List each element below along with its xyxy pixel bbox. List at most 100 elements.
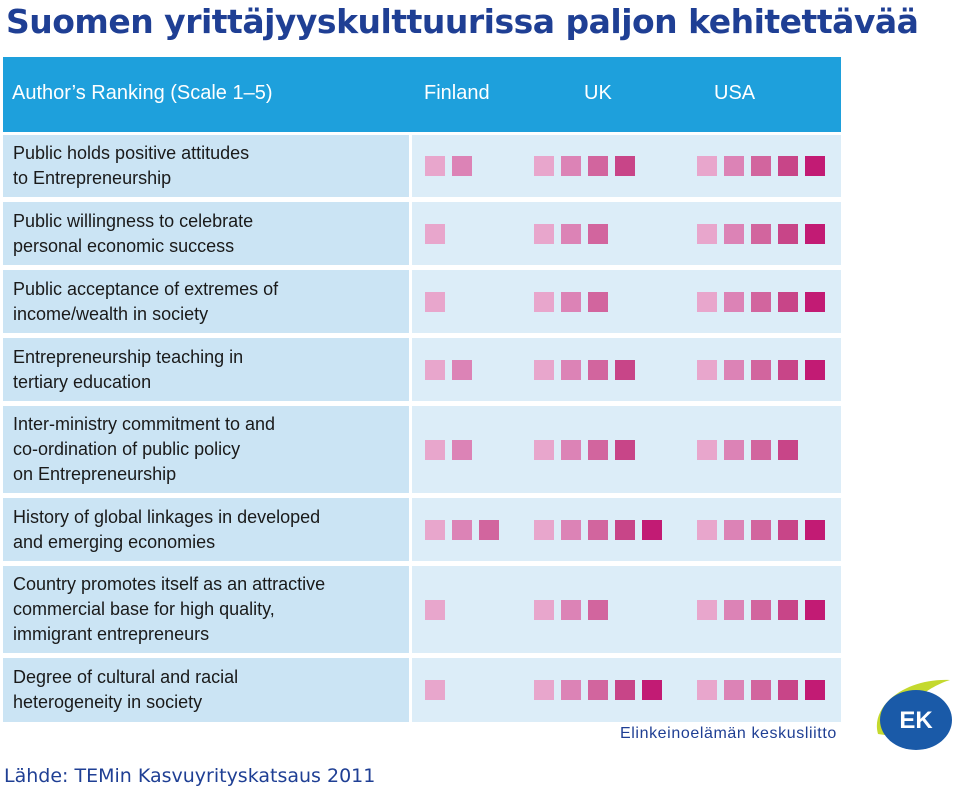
rating-square-finland (425, 292, 445, 312)
row-values-cell (412, 202, 841, 265)
table-row: History of global linkages in developed … (3, 498, 841, 561)
rating-square-finland (425, 600, 445, 620)
header-finland: Finland (424, 82, 490, 104)
row-label: Public willingness to celebrate personal… (13, 210, 254, 256)
rating-square-usa (724, 680, 744, 700)
rating-square-usa (724, 600, 744, 620)
table-row: Inter-ministry commitment to and co-ordi… (3, 406, 841, 493)
rating-square-usa (724, 360, 744, 380)
rating-square-uk (588, 600, 608, 620)
rating-square-uk (534, 292, 554, 312)
rating-square-uk (534, 520, 554, 540)
rating-square-usa (805, 156, 825, 176)
row-label: Inter-ministry commitment to and co-ordi… (13, 414, 276, 484)
rating-square-usa (697, 520, 717, 540)
source-note: Lähde: TEMin Kasvuyrityskatsaus 2011 (4, 765, 376, 787)
row-label: Degree of cultural and racial heterogene… (13, 667, 239, 712)
rating-square-usa (751, 360, 771, 380)
rating-square-usa (751, 600, 771, 620)
row-label: Public holds positive attitudes to Entre… (13, 143, 250, 188)
rating-square-uk (561, 680, 581, 700)
rating-square-usa (751, 680, 771, 700)
rating-square-finland (452, 520, 472, 540)
rating-square-usa (697, 600, 717, 620)
rating-square-usa (697, 360, 717, 380)
rating-square-usa (778, 292, 798, 312)
table-header: Author’s Ranking (Scale 1–5) Finland UK … (3, 57, 841, 132)
rating-square-uk (615, 440, 635, 460)
row-values-cell (412, 566, 841, 653)
rating-square-finland (425, 520, 445, 540)
rating-square-usa (751, 440, 771, 460)
rating-square-usa (697, 680, 717, 700)
rating-square-finland (425, 360, 445, 380)
rating-square-uk (534, 156, 554, 176)
rating-square-finland (452, 440, 472, 460)
row-label: Country promotes itself as an attractive… (13, 574, 326, 644)
rating-square-usa (805, 520, 825, 540)
rating-square-finland (452, 156, 472, 176)
header-uk: UK (584, 82, 612, 104)
row-label: History of global linkages in developed … (13, 506, 321, 552)
rating-square-uk (561, 520, 581, 540)
rating-square-uk (588, 156, 608, 176)
rating-square-uk (642, 520, 662, 540)
row-label-cell: Degree of cultural and racial heterogene… (3, 658, 409, 722)
rating-square-finland (425, 440, 445, 460)
rating-square-uk (588, 520, 608, 540)
row-label-cell: Inter-ministry commitment to and co-ordi… (3, 406, 409, 493)
rating-square-uk (534, 600, 554, 620)
rating-square-uk (534, 440, 554, 460)
header-usa: USA (714, 82, 756, 104)
table-row: Country promotes itself as an attractive… (3, 566, 841, 653)
rating-square-usa (751, 292, 771, 312)
rating-square-uk (561, 360, 581, 380)
rating-square-usa (805, 224, 825, 244)
row-label-cell: History of global linkages in developed … (3, 498, 409, 561)
rating-square-usa (751, 156, 771, 176)
row-label: Public acceptance of extremes of income/… (13, 278, 279, 324)
rating-square-uk (561, 224, 581, 244)
logo-badge-text: EK (899, 707, 933, 734)
rating-square-usa (724, 156, 744, 176)
rating-square-usa (805, 680, 825, 700)
ek-logo-icon: EK (876, 679, 952, 750)
rating-square-usa (697, 292, 717, 312)
rating-square-usa (697, 156, 717, 176)
rating-square-uk (561, 292, 581, 312)
rating-square-uk (561, 440, 581, 460)
rating-square-usa (697, 440, 717, 460)
rating-square-usa (751, 520, 771, 540)
rating-square-uk (534, 224, 554, 244)
rating-square-finland (425, 156, 445, 176)
rating-square-usa (805, 360, 825, 380)
header-label: Author’s Ranking (Scale 1–5) (12, 82, 273, 104)
rating-square-uk (588, 224, 608, 244)
rating-square-uk (534, 360, 554, 380)
rating-square-uk (615, 360, 635, 380)
rating-square-usa (778, 156, 798, 176)
rating-square-usa (724, 292, 744, 312)
row-label-cell: Public acceptance of extremes of income/… (3, 270, 409, 333)
rating-square-usa (724, 440, 744, 460)
row-label-cell: Public holds positive attitudes to Entre… (3, 135, 409, 197)
table-row: Entrepreneurship teaching in tertiary ed… (3, 338, 841, 401)
rating-square-usa (805, 292, 825, 312)
rating-square-finland (425, 224, 445, 244)
rating-square-usa (805, 600, 825, 620)
rating-square-usa (751, 224, 771, 244)
rating-square-uk (534, 680, 554, 700)
rating-square-usa (778, 360, 798, 380)
rating-square-uk (588, 360, 608, 380)
rating-square-usa (778, 224, 798, 244)
rating-square-usa (778, 600, 798, 620)
rating-square-uk (615, 520, 635, 540)
rating-square-finland (452, 360, 472, 380)
ranking-table: Author’s Ranking (Scale 1–5) Finland UK … (3, 57, 841, 727)
row-label-cell: Country promotes itself as an attractive… (3, 566, 409, 653)
table-row: Public acceptance of extremes of income/… (3, 270, 841, 333)
rating-square-usa (778, 680, 798, 700)
row-label-cell: Public willingness to celebrate personal… (3, 202, 409, 265)
table-row: Public willingness to celebrate personal… (3, 202, 841, 265)
rating-square-uk (615, 680, 635, 700)
